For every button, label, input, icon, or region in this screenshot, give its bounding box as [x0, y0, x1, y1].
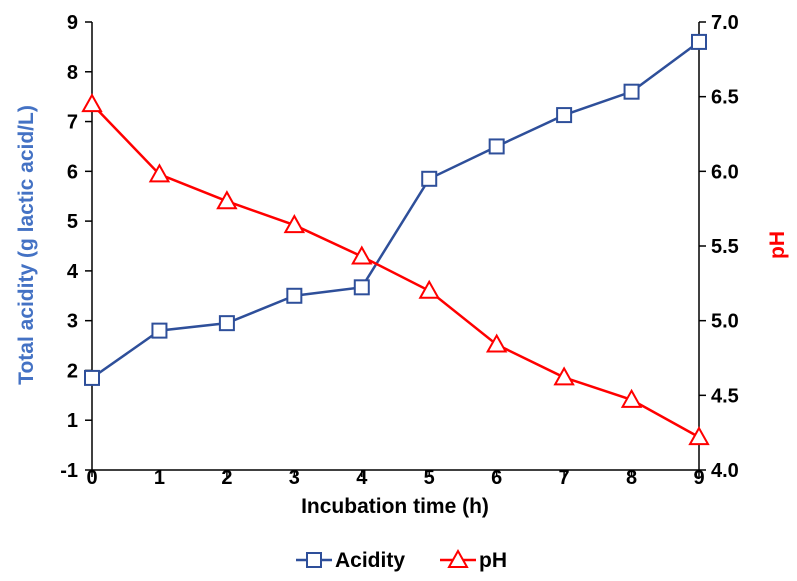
- ph-point: [283, 214, 306, 234]
- x-tick-label: 8: [626, 467, 637, 489]
- acidity-point: [556, 107, 573, 124]
- right-y-tick-label: 5.0: [711, 311, 739, 333]
- acidity-line: [91, 40, 700, 379]
- x-tick-label: 0: [86, 467, 97, 489]
- left-y-tick-label: 2: [67, 360, 78, 382]
- right-y-tick-label: 5.5: [711, 236, 739, 258]
- ph-point: [418, 279, 440, 299]
- left-y-tick-label: 3: [67, 311, 78, 333]
- x-tick-label: 3: [289, 467, 300, 489]
- ph-point: [148, 163, 171, 183]
- ph-point: [216, 190, 238, 210]
- legend-item-ph: pH: [440, 548, 507, 572]
- acidity-point: [218, 315, 235, 332]
- acidity-point: [691, 33, 707, 50]
- series-layer: [81, 33, 710, 446]
- acidity-point: [151, 322, 168, 339]
- left-y-tick-label: 7: [67, 112, 78, 134]
- x-axis-title: Incubation time (h): [301, 495, 489, 518]
- right-y-tick-label: 4.0: [711, 460, 739, 482]
- axes: [91, 22, 700, 471]
- right-y-axis-title: pH: [766, 231, 789, 259]
- right-y-tick-label: 6.0: [711, 161, 739, 183]
- left-y-tick-label: 6: [67, 161, 78, 183]
- legend-triangle-icon: [447, 548, 469, 568]
- ph-point: [81, 93, 103, 113]
- left-y-tick-label: -1: [60, 460, 78, 482]
- ph-point: [351, 245, 373, 265]
- acidity-point: [353, 279, 370, 296]
- legend-item-acidity: Acidity: [296, 549, 405, 572]
- left-y-axis-title: Total acidity (g lactic acid/L): [15, 105, 38, 385]
- acidity-point: [421, 170, 438, 187]
- right-y-tick-label: 7.0: [711, 12, 739, 34]
- acidity-point: [286, 287, 303, 304]
- ph-point: [620, 388, 643, 408]
- x-tick-label: 1: [154, 467, 165, 489]
- ticks: -1 1 2 3 4 5 6 7 8 9 4.0 4.5 5.0 5.5 6.0 6.5 7.0 0 1 2 3 4 5 6 7…: [60, 12, 739, 489]
- acidity-series: [84, 33, 707, 386]
- x-tick-label: 4: [356, 467, 368, 489]
- x-tick-label: 5: [424, 467, 435, 489]
- left-y-tick-label: 5: [67, 211, 78, 233]
- acidity-point: [623, 83, 640, 100]
- left-y-tick-label: 8: [67, 62, 78, 84]
- ph-point: [688, 426, 710, 446]
- acidity-point: [84, 369, 100, 386]
- legend-square-icon: [306, 552, 322, 568]
- ph-point: [553, 366, 575, 386]
- legend-label-ph: pH: [479, 549, 507, 572]
- legend-label-acidity: Acidity: [335, 549, 405, 572]
- right-y-tick-label: 4.5: [711, 385, 739, 407]
- x-tick-label: 7: [559, 467, 570, 489]
- ph-series: [81, 93, 710, 446]
- left-y-tick-label: 4: [67, 261, 79, 283]
- ph-point: [485, 333, 508, 353]
- left-y-tick-label: 9: [67, 12, 78, 34]
- acidity-point: [488, 138, 505, 155]
- right-y-tick-label: 6.5: [711, 87, 739, 109]
- left-y-tick-label: 1: [67, 410, 78, 432]
- x-tick-label: 9: [693, 467, 704, 489]
- ph-line: [91, 103, 700, 439]
- x-tick-label: 6: [491, 467, 502, 489]
- legend: Acidity pH: [296, 548, 507, 572]
- x-tick-label: 2: [221, 467, 232, 489]
